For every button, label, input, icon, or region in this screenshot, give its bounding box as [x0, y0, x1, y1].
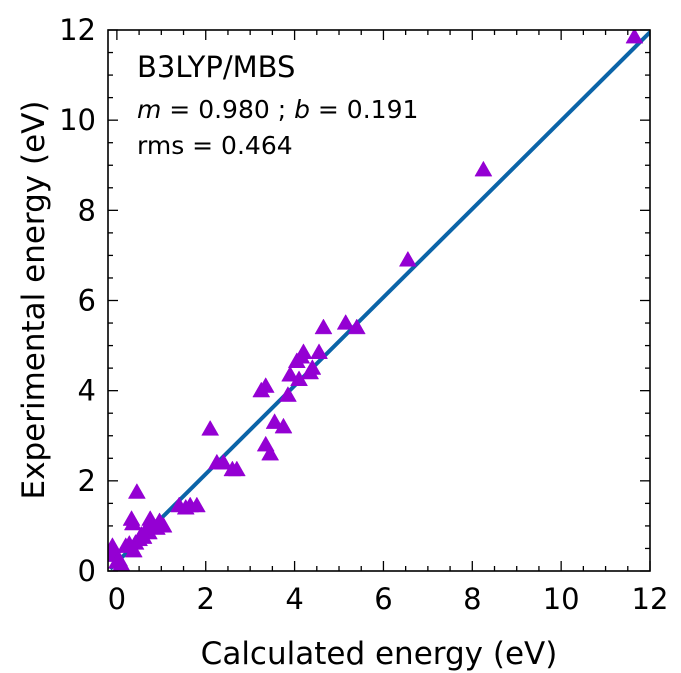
x-axis-label: Calculated energy (eV)	[201, 636, 558, 672]
y-axis-label: Experimental energy (eV)	[16, 101, 52, 500]
data-point	[625, 30, 644, 44]
data-point	[310, 343, 328, 359]
x-tick-labels: 0 2 4 6 8 10 12	[108, 582, 669, 616]
y-tick-label: 10	[59, 103, 96, 137]
rms-label: rms = 0.464	[137, 131, 293, 160]
data-point	[201, 419, 220, 436]
plot-frame	[107, 29, 651, 572]
data-point	[303, 359, 322, 375]
y-tick-label: 2	[78, 464, 96, 498]
data-point	[256, 377, 275, 393]
data-point	[398, 250, 417, 267]
data-point	[281, 365, 300, 382]
x-tick-label: 4	[285, 582, 303, 616]
fit-parameters: m = 0.980 ; b = 0.191	[137, 95, 418, 124]
y-tick-label: 12	[59, 13, 96, 47]
data-point	[227, 460, 246, 477]
data-point	[123, 514, 142, 531]
data-point	[274, 417, 293, 434]
intercept-value: = 0.191	[310, 95, 418, 124]
y-tick-labels: 0 2 4 6 8 10 12	[59, 13, 96, 588]
data-point	[265, 413, 284, 429]
data-point	[154, 516, 173, 533]
x-tick-label: 6	[374, 582, 392, 616]
intercept-symbol: b	[294, 95, 310, 124]
data-point	[294, 343, 313, 359]
y-tick-label: 4	[78, 374, 96, 408]
fit-line	[108, 30, 650, 571]
x-tick-label: 10	[543, 582, 580, 616]
data-point	[214, 453, 233, 470]
y-tick-label: 6	[78, 284, 96, 318]
data-point	[336, 314, 355, 330]
data-point	[278, 386, 297, 402]
data-points	[108, 30, 644, 571]
slope-value: = 0.980 ;	[161, 95, 294, 124]
x-tick-label: 2	[197, 582, 215, 616]
method-label: B3LYP/MBS	[137, 50, 295, 84]
x-tick-label: 8	[463, 582, 481, 616]
y-tick-label: 0	[78, 554, 96, 588]
data-point	[187, 496, 206, 513]
slope-symbol: m	[137, 95, 161, 124]
data-point	[347, 318, 366, 335]
x-tick-label: 0	[108, 582, 126, 616]
data-point	[474, 160, 493, 177]
data-point	[261, 444, 280, 461]
y-tick-label: 8	[78, 193, 96, 227]
x-tick-label: 12	[632, 582, 669, 616]
data-point	[127, 483, 146, 499]
data-point	[314, 318, 333, 335]
